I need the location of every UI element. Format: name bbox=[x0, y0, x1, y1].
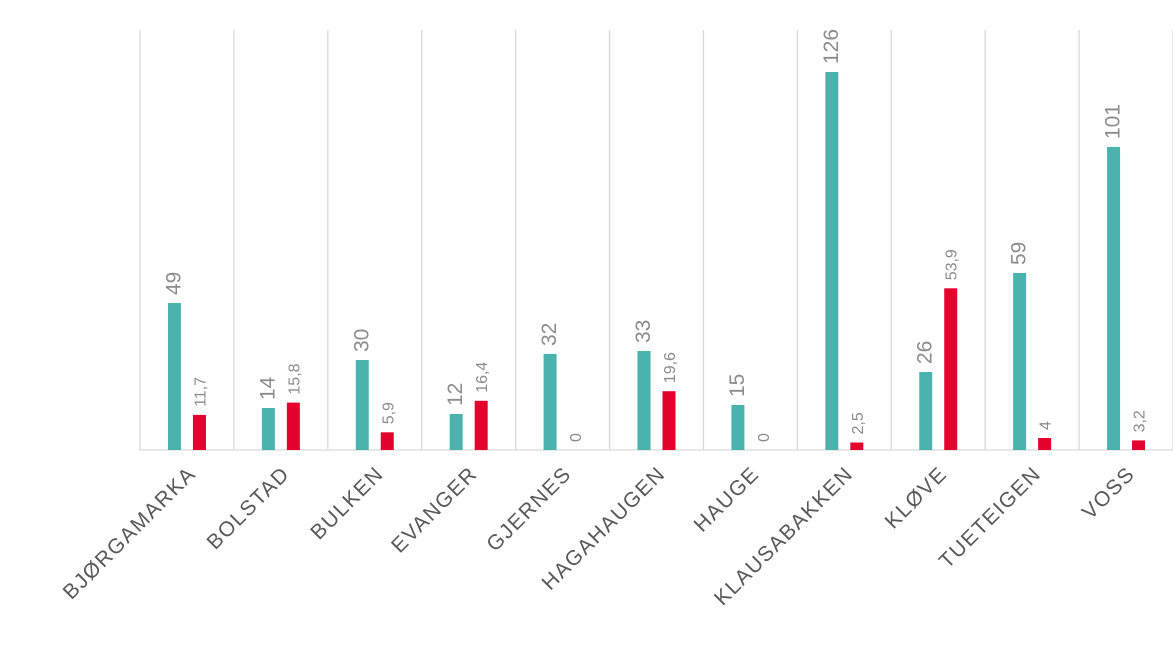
data-labels: 49 11,7 14 15,8 30 5,9 12 16,4 32 0 33 19,6 15 0 126 2,… bbox=[162, 29, 1148, 442]
data-label-series1: 32 bbox=[538, 323, 561, 346]
category-separators bbox=[139, 30, 1173, 450]
bar-series2 bbox=[944, 288, 958, 450]
bar-series2 bbox=[662, 391, 676, 450]
data-label-series1: 15 bbox=[726, 374, 749, 397]
data-label-series1: 14 bbox=[256, 376, 279, 400]
category-label: BOLSTAD bbox=[202, 462, 294, 554]
category-label: KLØVE bbox=[881, 462, 952, 533]
category-label: EVANGER bbox=[387, 462, 482, 557]
data-label-series2: 4 bbox=[1038, 421, 1055, 430]
data-label-series2: 0 bbox=[756, 433, 773, 442]
category-label: GJERNES bbox=[482, 462, 576, 556]
bar-series1 bbox=[355, 360, 369, 450]
category-label: BJØRGAMARKA bbox=[59, 462, 201, 604]
bar-series1 bbox=[637, 351, 651, 450]
category-label: TUETEIGEN bbox=[935, 462, 1046, 573]
bar-series1 bbox=[1107, 147, 1121, 450]
bar-series2 bbox=[850, 442, 864, 450]
data-label-series1: 12 bbox=[444, 383, 467, 406]
data-label-series2: 11,7 bbox=[192, 377, 209, 407]
category-label: BULKEN bbox=[306, 462, 388, 544]
data-label-series2: 3,2 bbox=[1132, 410, 1149, 432]
bar-series1 bbox=[449, 414, 463, 450]
bar-series2 bbox=[1038, 438, 1052, 450]
bar-series1 bbox=[167, 303, 181, 450]
data-label-series2: 53,9 bbox=[944, 249, 961, 280]
bar-series2 bbox=[286, 402, 300, 450]
data-label-series1: 126 bbox=[820, 29, 843, 64]
category-label: HAUGE bbox=[690, 462, 764, 536]
bar-series1 bbox=[261, 408, 275, 450]
data-label-series1: 101 bbox=[1102, 104, 1125, 139]
data-label-series2: 5,9 bbox=[380, 402, 397, 424]
data-label-series1: 33 bbox=[632, 320, 655, 343]
bar-series1 bbox=[1013, 273, 1027, 450]
data-label-series2: 15,8 bbox=[286, 363, 303, 394]
data-label-series1: 30 bbox=[350, 329, 373, 352]
bar-series1 bbox=[919, 372, 933, 450]
bar-series1 bbox=[543, 354, 557, 450]
bar-series1 bbox=[825, 72, 839, 450]
data-label-series2: 16,4 bbox=[474, 362, 491, 393]
data-label-series1: 26 bbox=[914, 341, 937, 364]
bar-series2 bbox=[380, 432, 394, 450]
bar-series2 bbox=[1132, 440, 1146, 450]
bar-series1 bbox=[731, 405, 745, 450]
data-label-series2: 0 bbox=[568, 433, 585, 442]
category-label: VOSS bbox=[1078, 462, 1140, 524]
bar-series2 bbox=[192, 414, 206, 450]
data-label-series1: 59 bbox=[1008, 242, 1031, 265]
data-label-series2: 19,6 bbox=[662, 352, 679, 383]
bars bbox=[167, 72, 1146, 450]
data-label-series1: 49 bbox=[162, 272, 185, 295]
bar-series2 bbox=[474, 400, 488, 450]
data-label-series2: 2,5 bbox=[850, 412, 867, 434]
